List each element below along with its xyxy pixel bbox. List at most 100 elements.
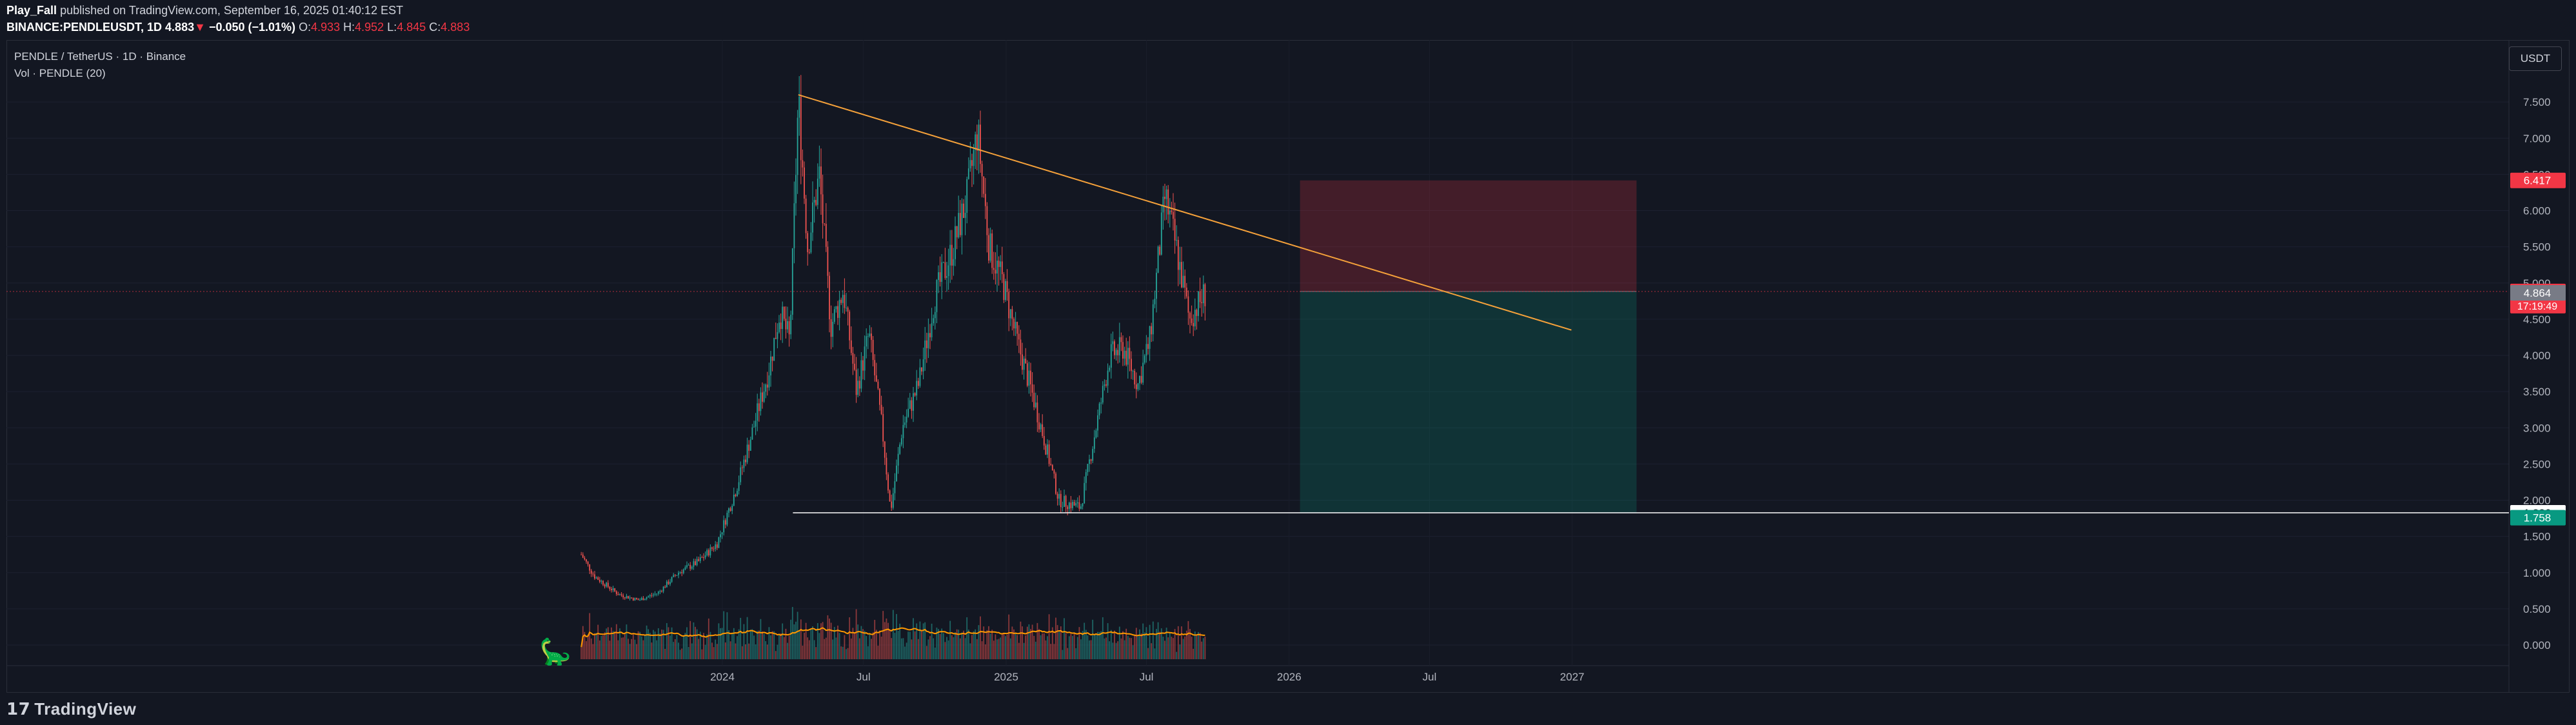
volume-bar xyxy=(666,623,668,659)
candle-body xyxy=(708,550,709,556)
candle-body xyxy=(1003,274,1005,300)
candle-body xyxy=(1122,342,1124,359)
candle-body xyxy=(698,559,700,561)
candle-body xyxy=(763,392,765,402)
candle-body xyxy=(624,597,626,599)
y-tick-label: 0.000 xyxy=(2523,639,2551,651)
candle-body xyxy=(600,581,602,582)
candle-body xyxy=(904,422,906,425)
volume-bar xyxy=(648,629,649,659)
volume-bar xyxy=(1139,629,1140,659)
candle-body xyxy=(651,595,653,596)
volume-bar xyxy=(1031,624,1033,659)
candle-body xyxy=(691,566,693,569)
volume-bar xyxy=(795,621,797,659)
volume-bar xyxy=(1189,629,1191,659)
volume-bar xyxy=(975,629,976,659)
volume-bar xyxy=(1040,635,1042,659)
volume-bar xyxy=(1064,618,1065,659)
candle-body xyxy=(706,550,708,555)
candle-body xyxy=(731,505,733,511)
candle-body xyxy=(728,508,729,513)
volume-bar xyxy=(637,631,639,659)
volume-bar xyxy=(1169,632,1171,659)
candle-body xyxy=(718,537,720,548)
candle-body xyxy=(681,572,683,573)
volume-bar xyxy=(787,642,788,659)
candle-body xyxy=(1194,310,1196,326)
chart-title[interactable]: PENDLE / TetherUS · 1D · Binance xyxy=(14,50,186,63)
volume-bar xyxy=(827,615,829,659)
candle-body xyxy=(837,306,838,318)
volume-bar xyxy=(760,619,762,659)
volume-bar xyxy=(884,622,886,659)
volume-bar xyxy=(1003,633,1005,659)
candle-body xyxy=(637,599,639,601)
candle-body xyxy=(924,340,926,360)
candle-body xyxy=(939,272,941,283)
candle-body xyxy=(844,295,846,308)
candle-body xyxy=(813,199,815,203)
candle-body xyxy=(866,336,867,347)
candle-body xyxy=(857,381,859,395)
candle-body xyxy=(607,582,609,587)
candle-body xyxy=(642,598,644,601)
currency-button[interactable]: USDT xyxy=(2509,46,2562,71)
volume-bar xyxy=(619,628,620,659)
candle-body xyxy=(1134,370,1136,384)
volume-bar xyxy=(846,649,847,659)
volume-bar xyxy=(840,646,842,659)
volume-bar xyxy=(887,622,889,659)
volume-bar xyxy=(1080,639,1082,659)
volume-bar xyxy=(639,631,641,659)
tradingview-logo[interactable]: 𝟭𝟳 TradingView xyxy=(6,699,136,719)
candle-body xyxy=(891,501,893,508)
candle-body xyxy=(818,166,820,179)
volume-bar xyxy=(1018,642,1020,659)
volume-bar xyxy=(919,621,921,659)
x-tick-label: 2024 xyxy=(710,671,735,683)
candle-body xyxy=(860,360,862,389)
volume-legend[interactable]: Vol · PENDLE (20) xyxy=(14,67,106,79)
volume-bar xyxy=(824,639,826,659)
candle-body xyxy=(946,275,947,278)
descending-trendline xyxy=(798,94,1572,331)
candle-body xyxy=(622,595,624,598)
candle-body xyxy=(1109,368,1111,371)
publisher-name[interactable]: Play_Fall xyxy=(6,4,57,17)
volume-bar xyxy=(835,637,837,659)
candle-body xyxy=(1154,299,1156,304)
volume-bar xyxy=(924,622,926,659)
volume-bar xyxy=(1085,630,1087,659)
candle-body xyxy=(765,384,767,392)
candle-body xyxy=(1196,310,1198,316)
volume-bar xyxy=(804,632,805,659)
price-chart[interactable]: 0.000 0.500 1.000 1.500 2.000 2.500 3.000 3.500… xyxy=(6,40,2570,693)
volume-bar xyxy=(1164,641,1165,659)
y-tick-label: 0.500 xyxy=(2523,603,2551,615)
volume-bar xyxy=(956,629,958,659)
price-axis-label-text: 6.417 xyxy=(2524,175,2551,187)
volume-bar xyxy=(1184,636,1186,659)
candle-body xyxy=(584,557,586,560)
y-tick-label: 1.500 xyxy=(2523,531,2551,543)
candle-body xyxy=(864,346,866,371)
volume-bar xyxy=(909,631,911,659)
candle-body xyxy=(874,360,876,375)
price-change: −0.050 (−1.01%) xyxy=(208,21,296,34)
candle-body xyxy=(919,367,921,386)
volume-bar xyxy=(606,628,608,659)
volume-bar xyxy=(1038,629,1040,659)
volume-bar xyxy=(632,634,634,659)
volume-bar xyxy=(922,623,924,659)
candle-body xyxy=(1085,472,1087,483)
candle-body xyxy=(790,314,792,335)
candle-body xyxy=(1026,363,1028,386)
candle-body xyxy=(996,261,998,274)
volume-bar xyxy=(1131,638,1132,659)
volume-bar xyxy=(872,632,874,659)
volume-bar xyxy=(1025,635,1027,659)
volume-bar xyxy=(1182,639,1184,659)
price-axis-label-bg xyxy=(2510,510,2566,526)
candle-body xyxy=(961,203,963,235)
